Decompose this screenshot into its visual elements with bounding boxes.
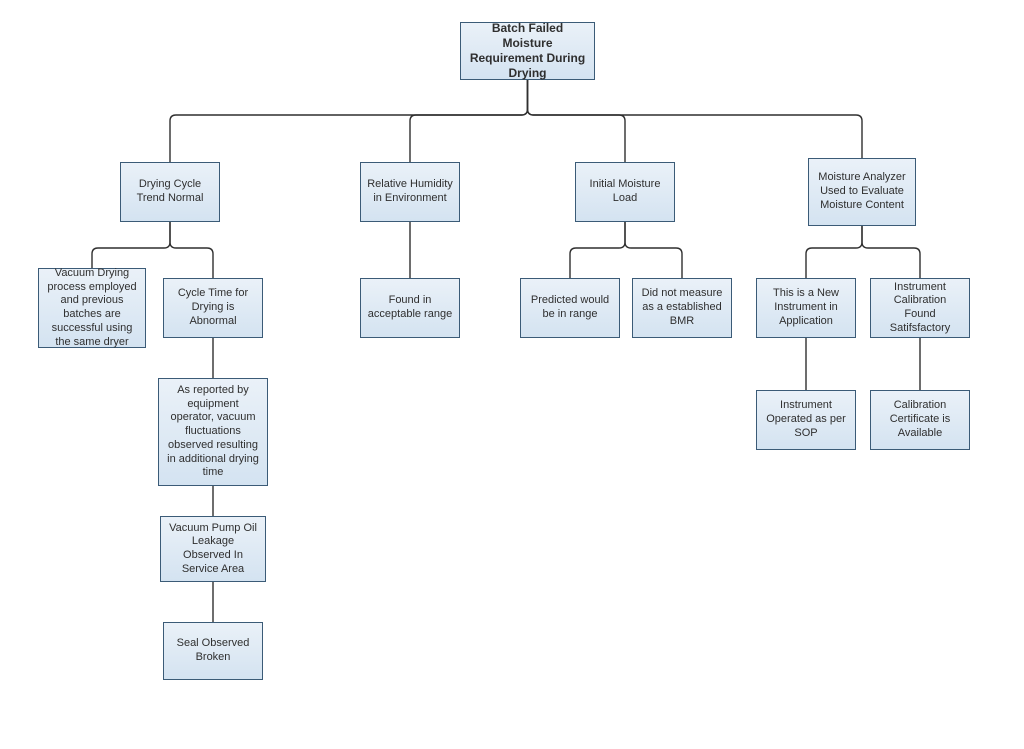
- node-b4b1: Calibration Certificate is Available: [870, 390, 970, 450]
- node-b1b2: Vacuum Pump Oil Leakage Observed In Serv…: [160, 516, 266, 582]
- node-b3: Initial Moisture Load: [575, 162, 675, 222]
- edge-b3-b3b: [625, 222, 682, 278]
- edge-root-b2: [410, 80, 528, 162]
- edge-root-b4: [528, 80, 863, 158]
- node-b1a: Vacuum Drying process employed and previ…: [38, 268, 146, 348]
- edge-b1-b1a: [92, 222, 170, 268]
- connector-layer: [0, 0, 1024, 749]
- node-b3b: Did not measure as a established BMR: [632, 278, 732, 338]
- node-b4a1: Instrument Operated as per SOP: [756, 390, 856, 450]
- node-b1b1: As reported by equipment operator, vacuu…: [158, 378, 268, 486]
- node-b2: Relative Humidity in Environment: [360, 162, 460, 222]
- node-b3a: Predicted would be in range: [520, 278, 620, 338]
- node-b4: Moisture Analyzer Used to Evaluate Moist…: [808, 158, 916, 226]
- edge-b1-b1b: [170, 222, 213, 278]
- node-b1b: Cycle Time for Drying is Abnormal: [163, 278, 263, 338]
- edge-b4-b4a: [806, 226, 862, 278]
- edge-root-b3: [528, 80, 626, 162]
- node-b2a: Found in acceptable range: [360, 278, 460, 338]
- edge-b3-b3a: [570, 222, 625, 278]
- node-b4a: This is a New Instrument in Application: [756, 278, 856, 338]
- node-b1: Drying Cycle Trend Normal: [120, 162, 220, 222]
- edge-b4-b4b: [862, 226, 920, 278]
- node-root: Batch Failed Moisture Requirement During…: [460, 22, 595, 80]
- node-b1b3: Seal Observed Broken: [163, 622, 263, 680]
- node-b4b: Instrument Calibration Found Satifsfacto…: [870, 278, 970, 338]
- edge-root-b1: [170, 80, 528, 162]
